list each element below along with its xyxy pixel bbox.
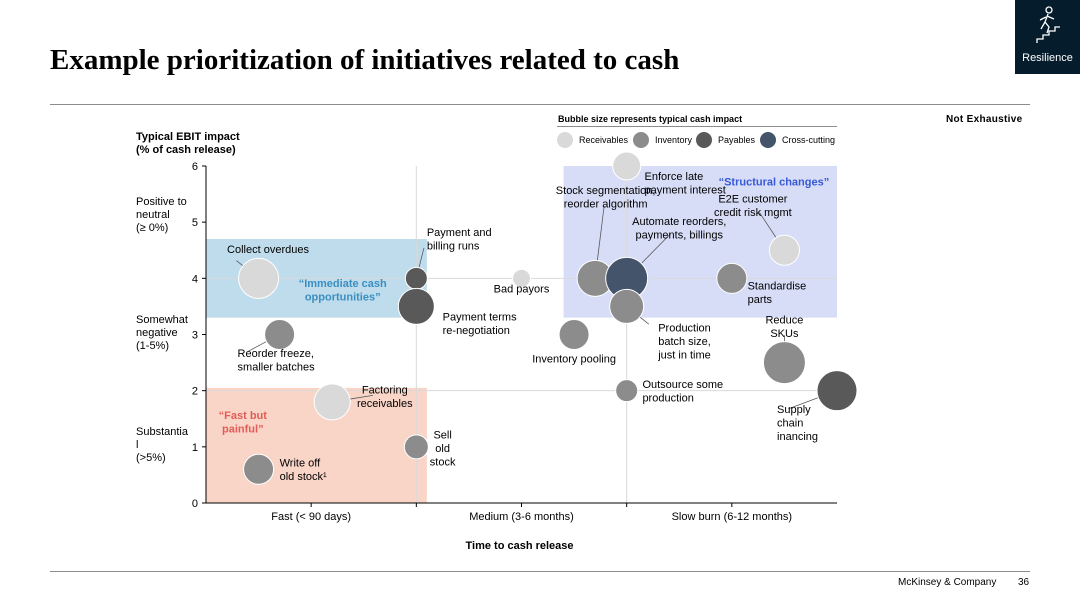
title-divider bbox=[50, 104, 1030, 105]
zone-label: “Fast but painful” bbox=[219, 410, 268, 436]
bubble bbox=[243, 453, 275, 485]
bubble-label: Standardise parts bbox=[748, 281, 807, 307]
bubble-label: Automate reorders, payments, billings bbox=[632, 216, 726, 242]
bubble bbox=[762, 341, 806, 385]
leader-line bbox=[418, 247, 425, 268]
bubble-label: Supply chain inancing bbox=[777, 404, 818, 443]
legend-label: Payables bbox=[718, 135, 756, 145]
bubble bbox=[238, 257, 280, 299]
resilience-badge: Resilience bbox=[1015, 0, 1080, 74]
bubble bbox=[397, 287, 435, 325]
page-number: 36 bbox=[1018, 577, 1030, 588]
leader-line bbox=[639, 316, 650, 325]
footer-divider bbox=[50, 571, 1030, 572]
y-category-label: Substantia l (>5%) bbox=[136, 426, 188, 465]
y-category-label: Somewhat negative (1-5%) bbox=[136, 314, 188, 353]
page-title: Example prioritization of initiatives re… bbox=[50, 44, 680, 76]
leader-line bbox=[759, 212, 777, 238]
bubble-label: Payment and billing runs bbox=[427, 227, 492, 253]
y-axis-title: Typical EBIT impact (% of cash release) bbox=[136, 131, 240, 156]
y-tick-label: 3 bbox=[192, 330, 198, 342]
bubble bbox=[612, 151, 642, 181]
y-category-label: Positive to neutral (≥ 0%) bbox=[136, 196, 187, 235]
bubble bbox=[558, 319, 590, 350]
y-tick-label: 5 bbox=[192, 217, 198, 229]
legend-item-payables: Payables bbox=[696, 131, 755, 149]
x-axis-title: Time to cash release bbox=[465, 540, 574, 552]
person-climbing-stairs-icon bbox=[1036, 6, 1060, 43]
bubble-label: E2E customer credit risk mgmt bbox=[714, 194, 792, 220]
bubble-label: Factoring receivables bbox=[357, 384, 413, 410]
bubble bbox=[512, 268, 531, 288]
bubble bbox=[716, 262, 748, 294]
y-tick-label: 6 bbox=[192, 161, 198, 173]
bubble-label: Write off old stock¹ bbox=[280, 457, 327, 483]
leader-line bbox=[247, 341, 267, 352]
legend-label: Receivables bbox=[579, 135, 629, 145]
bubble bbox=[313, 383, 351, 421]
bubble bbox=[816, 370, 858, 412]
legend-label: Inventory bbox=[655, 135, 693, 145]
legend-swatch bbox=[633, 132, 649, 148]
bubble-label: Enforce late payment interest bbox=[645, 171, 726, 197]
legend-swatch bbox=[696, 132, 712, 148]
bubble-label: Sell old stock bbox=[430, 429, 456, 468]
leader-line bbox=[788, 397, 819, 410]
bubble-label: Collect overdues bbox=[227, 244, 309, 256]
y-tick-label: 1 bbox=[192, 442, 198, 454]
bubble-label: Payment terms re-negotiation bbox=[443, 311, 517, 337]
y-tick-label: 0 bbox=[192, 498, 198, 510]
legend-label: Cross-cutting bbox=[782, 135, 836, 145]
legend-swatch bbox=[760, 132, 776, 148]
zone-label: “Structural changes” bbox=[719, 177, 830, 189]
y-tick-label: 2 bbox=[192, 386, 198, 398]
bubble-label: Reduce SKUs bbox=[765, 314, 803, 340]
bubble bbox=[403, 434, 429, 460]
x-category-label: Slow burn (6-12 months) bbox=[672, 511, 792, 523]
legend-item-cross-cutting: Cross-cutting bbox=[760, 131, 835, 149]
zone-label: “Immediate cash opportunities” bbox=[299, 278, 387, 304]
bubble-label: Production batch size, just in time bbox=[657, 323, 711, 362]
bubble bbox=[768, 234, 800, 266]
leader-line bbox=[236, 260, 244, 267]
legend-title: Bubble size represents typical cash impa… bbox=[558, 114, 743, 124]
x-category-label: Medium (3-6 months) bbox=[469, 511, 574, 523]
legend-swatch bbox=[557, 132, 573, 148]
bubble-label: Stock segmentation, reorder algorithm bbox=[556, 185, 656, 211]
leader-line bbox=[596, 205, 605, 261]
bubble bbox=[609, 288, 645, 324]
bubble bbox=[264, 319, 296, 350]
bubble bbox=[404, 266, 428, 290]
leader-line bbox=[641, 233, 672, 264]
legend-item-inventory: Inventory bbox=[633, 131, 692, 149]
not-exhaustive-note: Not Exhaustive bbox=[946, 114, 1023, 125]
bubble-label: Reorder freeze, smaller batches bbox=[238, 348, 316, 374]
x-category-label: Fast (< 90 days) bbox=[271, 511, 351, 523]
bubble-label: Outsource some production bbox=[642, 379, 723, 405]
bubble-label: Bad payors bbox=[494, 283, 550, 295]
leader-line bbox=[349, 394, 373, 400]
legend-rule bbox=[557, 126, 837, 127]
bubble bbox=[615, 379, 639, 403]
legend-item-receivables: Receivables bbox=[557, 131, 628, 149]
footer-company: McKinsey & Company bbox=[898, 577, 997, 588]
badge-label: Resilience bbox=[1022, 52, 1073, 64]
y-tick-label: 4 bbox=[192, 273, 198, 285]
bubble-label: Inventory pooling bbox=[532, 354, 616, 366]
